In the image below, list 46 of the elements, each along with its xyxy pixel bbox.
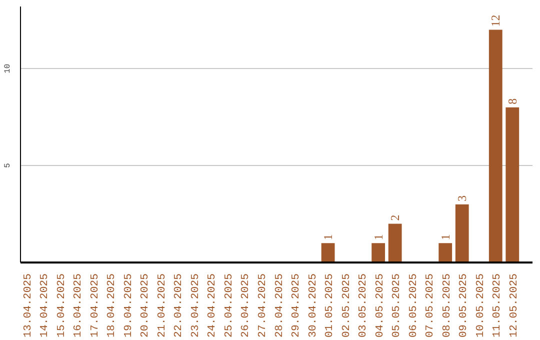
x-tick-label: 20.04.2025 xyxy=(140,273,152,338)
x-tick-label: 18.04.2025 xyxy=(106,273,118,338)
x-tick-label: 30.04.2025 xyxy=(307,273,320,338)
x-tick-label: 09.05.2025 xyxy=(458,273,470,338)
x-tick-label: 21.04.2025 xyxy=(156,273,168,338)
x-tick-label: 17.04.2025 xyxy=(89,273,102,338)
bar xyxy=(372,243,386,262)
x-tick-label: 10.05.2025 xyxy=(474,273,487,338)
bar xyxy=(321,243,335,262)
bar xyxy=(438,243,452,262)
x-tick-label: 01.05.2025 xyxy=(324,273,336,338)
data-label: 2 xyxy=(388,214,402,221)
x-tick-label: 26.04.2025 xyxy=(240,273,252,338)
x-tick-label: 23.04.2025 xyxy=(190,273,202,338)
bar xyxy=(388,224,402,262)
data-label: 1 xyxy=(438,234,452,240)
bar xyxy=(455,204,469,262)
x-tick-label: 03.05.2025 xyxy=(358,273,370,338)
x-tick-label: 11.05.2025 xyxy=(492,273,504,338)
y-tick-label: 10 xyxy=(4,64,12,74)
x-tick-label: 28.04.2025 xyxy=(274,273,286,338)
x-tick-label: 14.04.2025 xyxy=(39,273,52,338)
data-label: 8 xyxy=(505,98,520,104)
x-tick-label: 04.05.2025 xyxy=(374,273,386,338)
data-label: 1 xyxy=(371,234,386,240)
x-tick-label: 12.05.2025 xyxy=(508,273,520,338)
x-tick-label: 05.05.2025 xyxy=(391,273,404,338)
data-label: 12 xyxy=(488,14,503,27)
data-label: 3 xyxy=(455,195,470,202)
bar xyxy=(488,30,502,262)
y-tick-label: 5 xyxy=(4,162,12,168)
x-tick-label: 27.04.2025 xyxy=(257,273,269,338)
x-tick-label: 29.04.2025 xyxy=(290,273,303,338)
x-tick-label: 13.04.2025 xyxy=(22,273,34,338)
x-tick-label: 24.04.2025 xyxy=(206,273,219,338)
bar xyxy=(506,107,520,262)
x-tick-label: 02.05.2025 xyxy=(340,273,353,338)
x-tick-label: 25.04.2025 xyxy=(223,273,236,338)
x-tick-label: 08.05.2025 xyxy=(441,273,454,338)
x-tick-label: 07.05.2025 xyxy=(424,273,437,338)
x-tick-label: 16.04.2025 xyxy=(72,273,85,338)
data-label: 1 xyxy=(321,234,336,240)
x-tick-label: 06.05.2025 xyxy=(408,273,420,338)
x-tick-label: 22.04.2025 xyxy=(173,273,186,338)
x-tick-label: 19.04.2025 xyxy=(122,273,135,338)
x-tick-label: 15.04.2025 xyxy=(56,273,68,338)
